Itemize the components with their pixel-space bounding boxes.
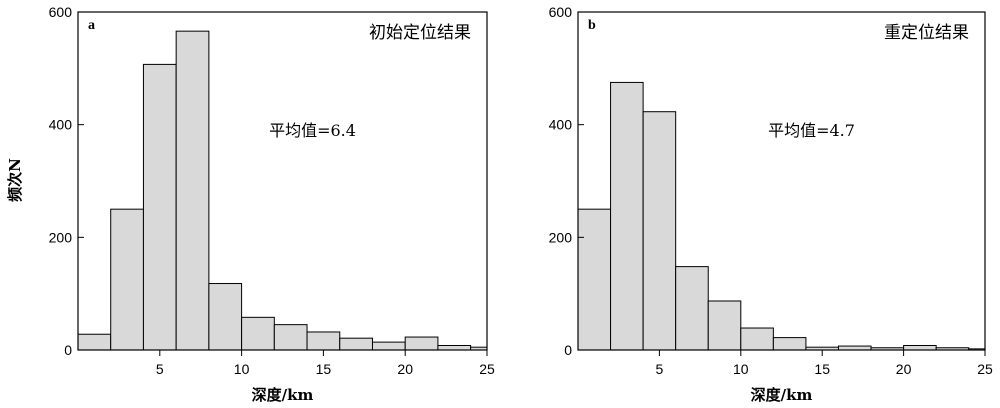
x-tick-label: 15 [814, 361, 830, 377]
histogram-bar [903, 344, 937, 351]
histogram-bar [175, 30, 210, 351]
histogram-bar [437, 344, 472, 351]
x-tick-label: 5 [656, 361, 664, 377]
panel-letter: a [88, 18, 95, 33]
x-axis-title: 深度/km [751, 386, 813, 404]
y-tick-label: 600 [549, 4, 573, 20]
histogram-bar [740, 327, 774, 351]
y-tick-label: 0 [64, 342, 72, 358]
mean-annotation: 平均值=6.4 [269, 121, 356, 140]
x-tick-label: 25 [977, 361, 993, 377]
y-tick-label: 400 [549, 117, 573, 133]
x-tick-label: 10 [733, 361, 749, 377]
histogram-bar [577, 208, 612, 351]
histogram-bar [273, 324, 308, 351]
x-tick-label: 20 [397, 361, 413, 377]
x-tick-label: 25 [479, 361, 495, 377]
histogram-bar [371, 341, 406, 351]
histogram-bar [772, 337, 807, 351]
x-tick-label: 15 [316, 361, 332, 377]
y-tick-label: 200 [49, 229, 73, 245]
x-tick-label: 10 [234, 361, 250, 377]
panel-title: 重定位结果 [884, 23, 969, 43]
x-tick-label: 20 [896, 361, 912, 377]
histogram-bar [675, 266, 709, 351]
panel-title: 初始定位结果 [369, 23, 471, 43]
mean-annotation: 平均值=4.7 [768, 121, 855, 140]
histogram-bar [241, 316, 275, 351]
histogram-bar [77, 333, 112, 351]
x-tick-label: 5 [156, 361, 164, 377]
plot-frame [77, 11, 488, 351]
histogram-bar [642, 111, 677, 351]
y-axis-title: 频次N [6, 158, 24, 202]
y-tick-label: 600 [49, 4, 73, 20]
histogram-bar [142, 63, 177, 351]
y-tick-label: 400 [49, 117, 73, 133]
histogram-bar [339, 337, 373, 351]
plot-frame [577, 11, 986, 351]
y-tick-label: 200 [549, 229, 573, 245]
histogram-bar [306, 331, 341, 351]
histogram-bar [208, 283, 243, 351]
x-axis-title: 深度/km [252, 386, 314, 404]
panel-letter: b [588, 18, 596, 33]
histogram-bar [404, 336, 439, 351]
histogram-bar [110, 208, 144, 351]
y-tick-label: 0 [564, 342, 572, 358]
histogram-bar [707, 300, 742, 351]
histogram-bar [610, 81, 644, 351]
